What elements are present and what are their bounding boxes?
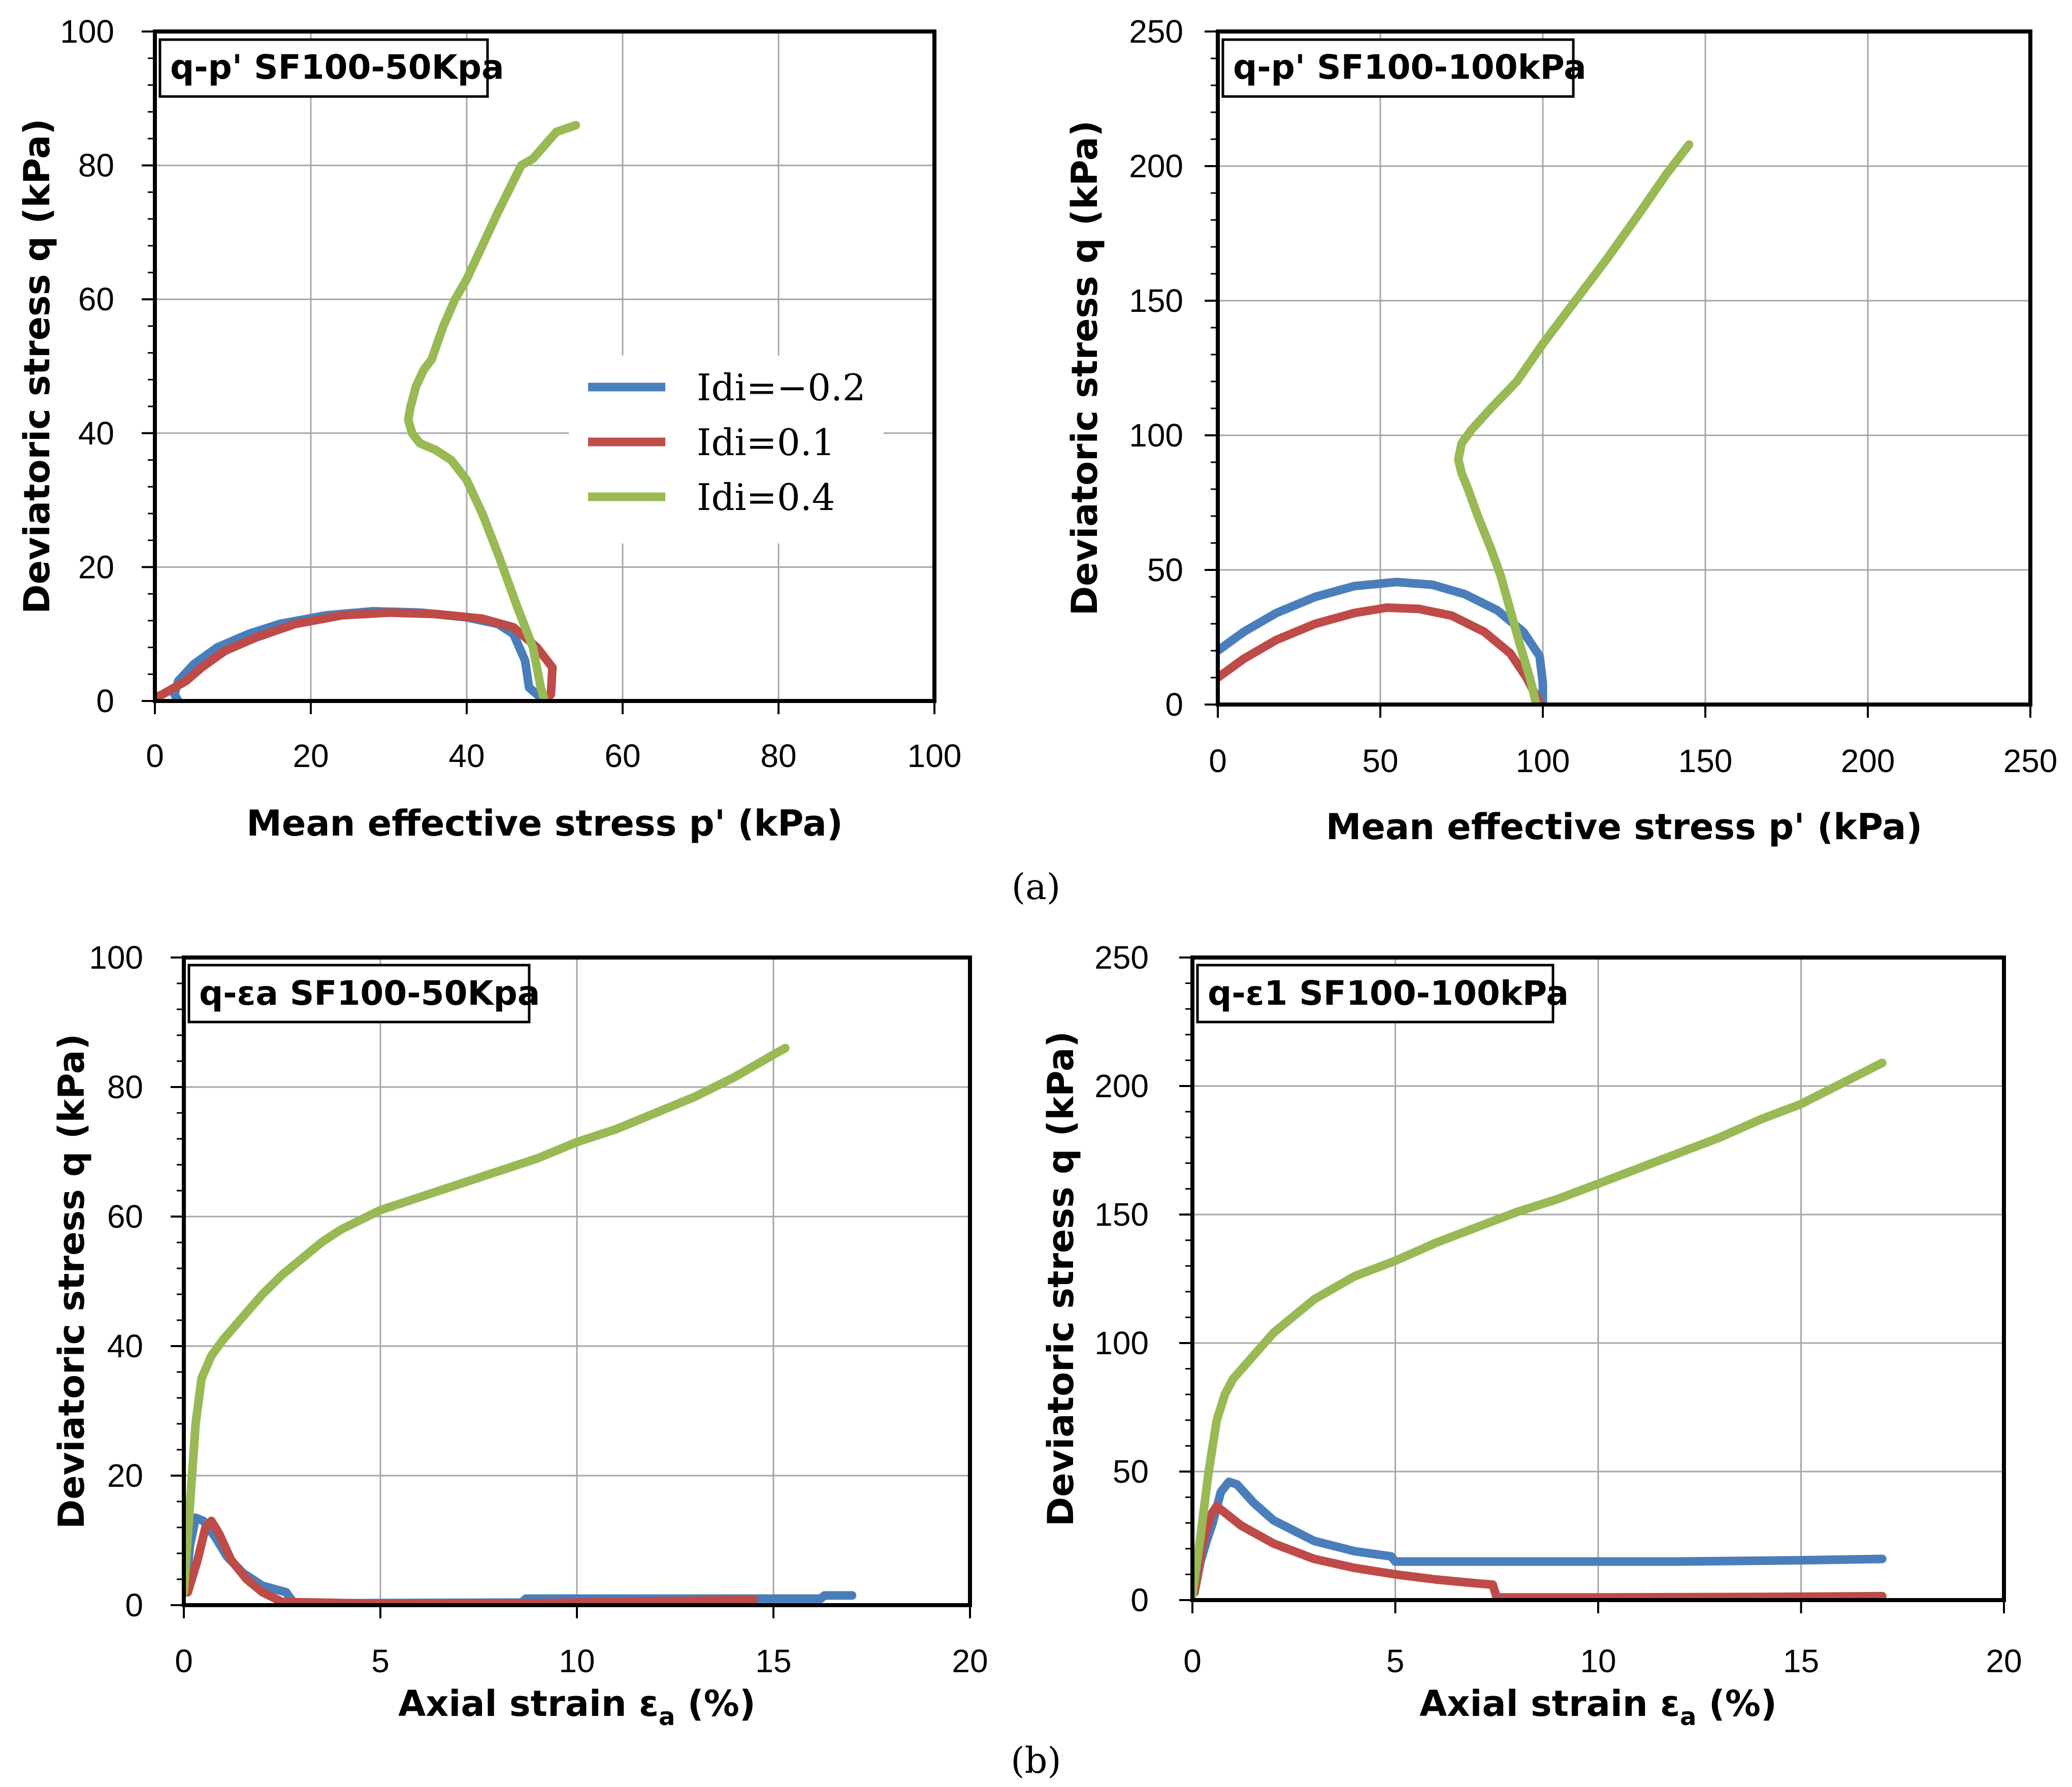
y-tick-label: 100	[1129, 417, 1183, 454]
legend-label-idi-m02: Idi=−0.2	[697, 366, 866, 409]
x-tick-label: 50	[1362, 743, 1398, 779]
x-tick-label: 10	[559, 1643, 595, 1679]
x-tick-label: 200	[1841, 743, 1895, 779]
series-line-idi-m02	[1218, 578, 1547, 705]
y-tick-label: 50	[1147, 552, 1183, 588]
y-tick-label: 0	[1130, 1582, 1149, 1618]
x-axis-title: Mean effective stress p' (kPa)	[246, 803, 843, 844]
caption-a: (a)	[1012, 866, 1060, 908]
plot-frame	[182, 955, 972, 1607]
y-tick-label: 50	[1113, 1453, 1149, 1490]
series-group	[1218, 140, 1694, 705]
series-group	[1192, 1059, 1887, 1600]
panel-title: q-εa SF100-50Kpa	[199, 974, 540, 1013]
x-tick-label: 150	[1678, 743, 1733, 779]
x-tick-label: 15	[1783, 1643, 1819, 1679]
x-tick-label: 100	[908, 738, 962, 774]
y-tick-label: 250	[1094, 939, 1149, 976]
plot-frame	[1190, 955, 2006, 1602]
y-tick-label: 0	[125, 1587, 143, 1623]
x-tick-label: 250	[2003, 743, 2058, 779]
x-tick-label: 5	[1386, 1643, 1405, 1679]
chart-panel-a-left: 0 20 40 60 80 100 0 20 40 60 80 100 Mean effective s…	[16, 13, 961, 844]
x-tick-label: 100	[1516, 743, 1570, 779]
legend-label-idi-01: Idi=0.1	[697, 421, 835, 464]
y-tick-label: 100	[60, 13, 114, 50]
series-line-idi-04	[1192, 1059, 1887, 1600]
x-tick-label: 5	[371, 1643, 390, 1679]
series-line-idi-04	[1454, 140, 1694, 705]
series-line-idi-01	[1192, 1502, 1887, 1600]
y-tick-label: 80	[107, 1069, 143, 1105]
y-tick-label: 40	[78, 415, 114, 452]
x-tick-label: 10	[1580, 1643, 1616, 1679]
panel-title-box	[158, 38, 489, 98]
y-tick-label: 0	[96, 683, 114, 719]
legend-label-idi-04: Idi=0.4	[697, 476, 835, 519]
x-tick-label: 20	[1986, 1643, 2022, 1679]
y-tick-label: 100	[89, 939, 143, 976]
x-axis-title: Axial strain εa (%)	[1419, 1683, 1777, 1731]
panel-title: q-p' SF100-100kPa	[1233, 48, 1587, 87]
series-group	[155, 121, 580, 701]
plot-frame	[153, 29, 936, 703]
x-tick-label: 0	[1209, 743, 1227, 779]
y-axis-title: Deviatoric stress q (kPa)	[51, 1034, 92, 1529]
y-tick-label: 150	[1129, 282, 1183, 319]
chart-panel-b-left: 0 5 10 15 20 0 20 40 60 80 100 Axial strain εa (%) D…	[51, 939, 988, 1731]
panel-title: q-p' SF100-50Kpa	[170, 48, 504, 87]
x-tick-label: 15	[755, 1643, 791, 1679]
y-tick-label: 60	[107, 1198, 143, 1235]
legend: Idi=−0.2 Idi=0.1 Idi=0.4	[569, 356, 884, 544]
y-tick-label: 0	[1165, 686, 1183, 723]
y-tick-label: 80	[78, 147, 114, 184]
y-tick-label: 60	[78, 281, 114, 317]
y-tick-label: 20	[78, 549, 114, 585]
plot-area	[1218, 31, 2030, 705]
x-tick-label: 0	[1183, 1643, 1202, 1679]
y-axis-title: Deviatoric stress q (kPa)	[16, 119, 58, 614]
y-tick-label: 100	[1094, 1325, 1149, 1361]
x-tick-label: 60	[604, 738, 640, 774]
panel-title-box	[187, 964, 531, 1024]
series-line-idi-01	[155, 608, 557, 701]
series-line-idi-04	[184, 1044, 790, 1597]
y-axis-title: Deviatoric stress q (kPa)	[1040, 1031, 1082, 1526]
y-tick-label: 200	[1129, 148, 1183, 184]
x-tick-label: 0	[146, 738, 164, 774]
y-axis-title: Deviatoric stress q (kPa)	[1064, 120, 1106, 616]
x-tick-label: 0	[175, 1643, 193, 1679]
x-tick-label: 40	[448, 738, 484, 774]
y-tick-label: 200	[1094, 1068, 1149, 1104]
panel-title-box	[1196, 964, 1555, 1024]
x-tick-label: 20	[293, 738, 329, 774]
panel-title: q-ε1 SF100-100kPa	[1208, 974, 1569, 1013]
x-tick-label: 20	[952, 1643, 988, 1679]
y-tick-label: 40	[107, 1328, 143, 1364]
series-line-idi-04	[404, 121, 580, 701]
y-tick-label: 250	[1129, 13, 1183, 50]
x-axis-title: Mean effective stress p' (kPa)	[1326, 806, 1923, 848]
panel-title-box	[1221, 38, 1575, 98]
caption-b: (b)	[1011, 1740, 1061, 1781]
y-tick-label: 20	[107, 1457, 143, 1494]
chart-panel-a-right: 0 50 100 150 200 250 0 50 100 150 200 250 Mean effec…	[1064, 13, 2057, 848]
x-axis-title: Axial strain εa (%)	[398, 1683, 756, 1731]
x-tick-label: 80	[760, 738, 796, 774]
y-tick-label: 150	[1094, 1196, 1149, 1233]
plot-frame	[1216, 29, 2032, 707]
